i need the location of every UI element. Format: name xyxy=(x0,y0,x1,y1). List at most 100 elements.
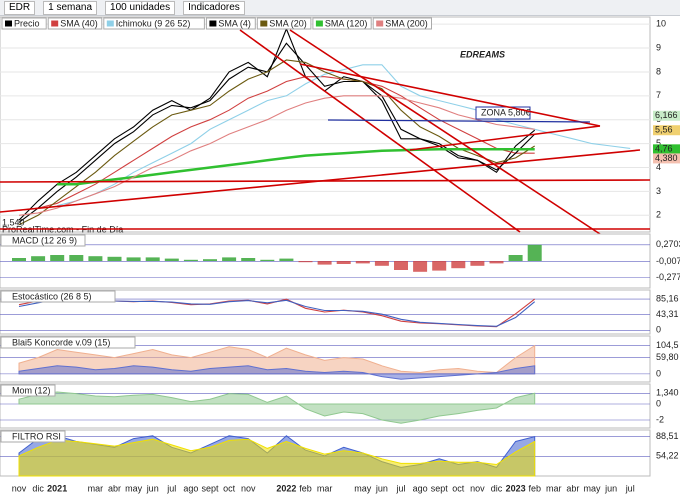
histogram-bar xyxy=(489,261,504,264)
y-tick-label: -0,277 xyxy=(656,272,680,282)
x-tick-label: sept xyxy=(201,483,219,493)
price-label: 5,56 xyxy=(655,125,673,135)
histogram-bar xyxy=(107,256,122,261)
period[interactable]: 1 semana xyxy=(43,0,98,15)
legend-entry: Ichimoku (9 26 52) xyxy=(116,18,191,28)
legend-box xyxy=(372,17,433,30)
legend-swatch xyxy=(51,20,59,27)
legend-swatch xyxy=(209,20,217,27)
series-line xyxy=(18,95,535,216)
y-tick-label: 88,51 xyxy=(656,431,679,441)
panel: 104,5 59,80 0 Blai5 Koncorde v.09 (15) xyxy=(0,335,679,383)
panel-title: MACD (12 26 9) xyxy=(12,235,77,245)
histogram-bar xyxy=(126,257,141,261)
symbol[interactable]: EDR xyxy=(4,0,36,15)
panel-frame xyxy=(0,16,651,233)
x-tick-label: 2023 xyxy=(506,483,526,493)
y-tick-label: 2 xyxy=(656,210,661,220)
legend-entry: SMA (120) xyxy=(325,18,368,28)
x-tick-label: may xyxy=(583,483,601,493)
histogram-bar xyxy=(145,257,160,261)
price-label-box xyxy=(653,153,680,164)
indicators[interactable]: Indicadores xyxy=(183,0,245,15)
x-tick-label: dic xyxy=(32,483,44,493)
legend-entry: SMA (4) xyxy=(218,18,251,28)
x-tick-label: jun xyxy=(375,483,388,493)
x-tick-label: jul xyxy=(166,483,176,493)
histogram-bar xyxy=(508,255,523,261)
legend-box xyxy=(312,17,372,30)
x-tick-label: oct xyxy=(223,483,236,493)
y-tick-label: -2 xyxy=(656,414,664,424)
series-line xyxy=(18,27,536,221)
panel-title-box xyxy=(0,234,86,247)
series-area xyxy=(18,365,536,380)
histogram-bar xyxy=(260,259,275,261)
series-line xyxy=(18,59,535,226)
panel-title: FILTRO RSI xyxy=(12,431,61,441)
zone-line xyxy=(327,119,591,123)
x-tick-label: mar xyxy=(88,483,104,493)
y-tick-label: 0,2703 xyxy=(656,239,680,249)
legend-swatch xyxy=(260,20,268,27)
histogram-bar xyxy=(298,261,313,263)
legend-box xyxy=(1,17,47,30)
x-tick-label: jun xyxy=(604,483,617,493)
x-tick-label: abr xyxy=(566,483,579,493)
series-line xyxy=(18,42,536,223)
histogram-bar xyxy=(394,261,408,270)
panel-title: Mom (12) xyxy=(12,385,51,395)
histogram-bar xyxy=(451,261,466,269)
panel-title-box xyxy=(0,336,136,349)
legend-swatch xyxy=(5,20,12,27)
trend-lines xyxy=(0,29,651,235)
series-line xyxy=(18,298,536,327)
legend-box xyxy=(205,17,256,30)
histogram-bar xyxy=(527,244,542,261)
y-tick-label: 85,16 xyxy=(656,293,679,303)
panel-title: Estocástico (26 8 5) xyxy=(12,291,92,301)
x-tick-label: feb xyxy=(299,483,312,493)
histogram-bar xyxy=(203,259,217,261)
histogram-bar xyxy=(374,261,389,266)
histogram-bar xyxy=(336,261,351,264)
price-label: 6,166 xyxy=(655,110,678,120)
x-tick-label: may xyxy=(125,483,143,493)
y-tick-label: 59,80 xyxy=(656,352,679,362)
histogram-bar xyxy=(355,261,370,264)
histogram-bar xyxy=(88,256,103,261)
legend-swatch xyxy=(376,20,384,27)
panel: 85,16 43,31 0 Estocástico (26 8 5) xyxy=(0,289,679,335)
y-tick-label: 4 xyxy=(656,162,661,172)
panel-title: Blai5 Koncorde v.09 (15) xyxy=(12,337,110,347)
panel-title-box xyxy=(0,430,66,443)
legend-entry: SMA (20) xyxy=(269,18,307,28)
panel-frame xyxy=(0,289,651,335)
histogram-bar xyxy=(183,259,198,261)
legend-entry: Precio xyxy=(14,18,40,28)
histogram-bar xyxy=(279,258,294,261)
histogram-bar xyxy=(164,258,179,261)
legend-box xyxy=(103,17,205,30)
panel-title-box xyxy=(0,384,56,397)
series-line xyxy=(57,148,535,186)
x-tick-label: nov xyxy=(470,483,485,493)
x-tick-label: mar xyxy=(546,483,562,493)
legend-entry: SMA (200) xyxy=(385,18,428,28)
panel: 2345678910PrecioSMA (40)Ichimoku (9 26 5… xyxy=(0,16,680,234)
legend-swatch xyxy=(106,20,114,27)
series-area xyxy=(18,438,536,477)
histogram-bar xyxy=(413,261,428,272)
series-area xyxy=(18,391,536,424)
annotation: ZONA 5,80€ xyxy=(481,107,531,117)
panel-frame xyxy=(0,383,651,429)
units[interactable]: 100 unidades xyxy=(105,0,176,15)
x-tick-label: jul xyxy=(625,483,635,493)
x-tick-label: oct xyxy=(452,483,465,493)
panel: 88,51 54,22 FILTRO RSI xyxy=(0,429,679,477)
histogram-bar xyxy=(12,258,26,261)
legend-entry: SMA (40) xyxy=(60,18,98,28)
x-tick-label: jun xyxy=(146,483,159,493)
